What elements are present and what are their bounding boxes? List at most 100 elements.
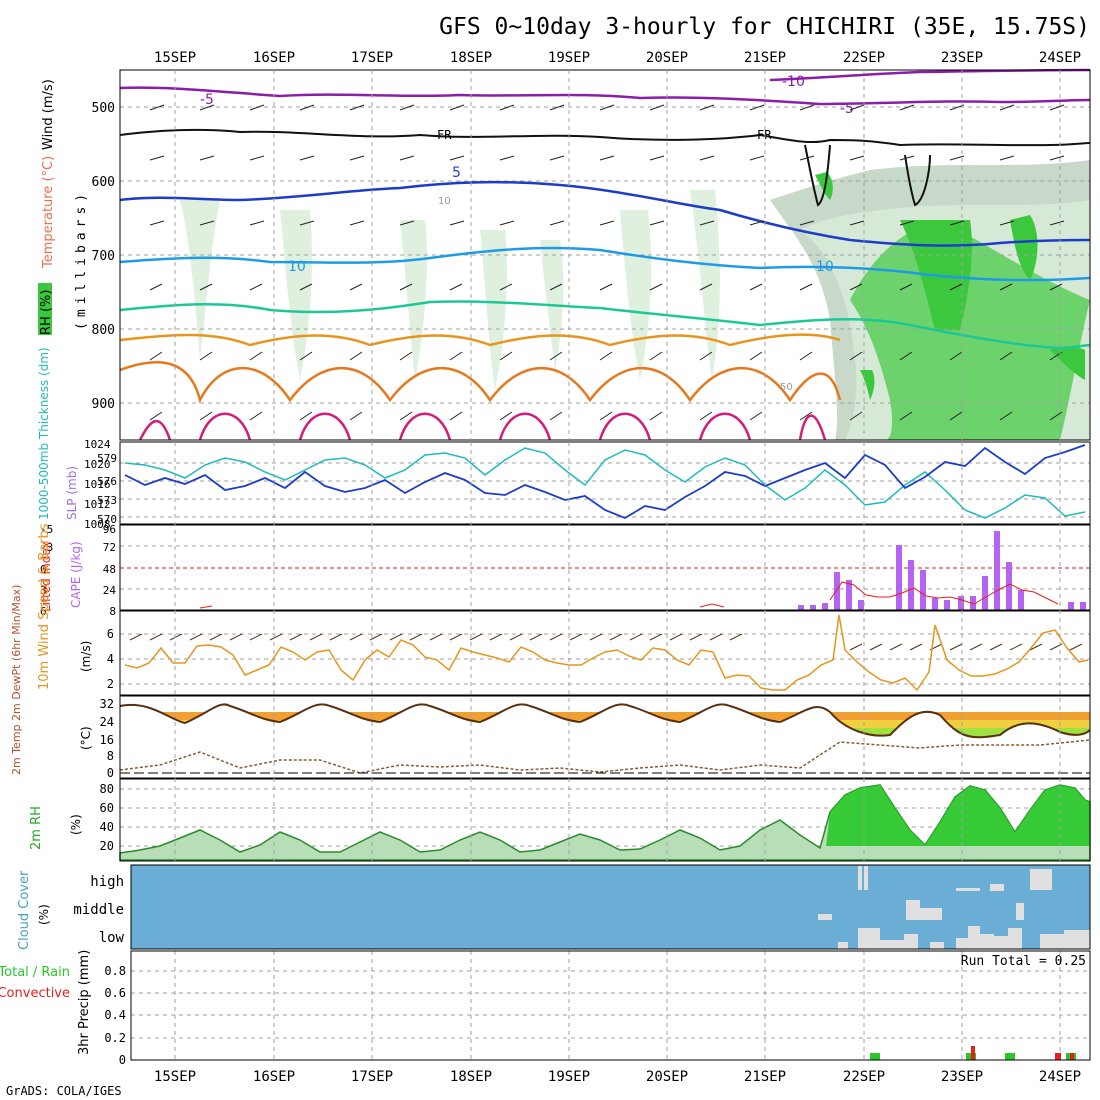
rh2m-unit: (%) [69, 814, 83, 835]
date-label: 18SEP [450, 50, 492, 66]
rh2m-tick: 80 [100, 782, 114, 796]
date-label: 19SEP [548, 1069, 590, 1085]
chart-title: GFS 0~10day 3-hourly for CHICHIRI (35E, … [439, 14, 1090, 40]
precip-tick: 0.2 [104, 1031, 126, 1045]
wind10m-speed-line [124, 614, 1089, 692]
credit-label: GrADS: COLA/IGES [6, 1084, 122, 1098]
pressure-tick: 600 [92, 175, 115, 190]
precip-axis-label: 3hr Precip (mm) [77, 950, 92, 1055]
date-label: 17SEP [351, 1069, 393, 1085]
temp-contour-m5 [119, 86, 1091, 106]
bottom-date-labels: 15SEP 16SEP 17SEP 18SEP 19SEP 20SEP 21SE… [154, 1069, 1081, 1085]
contour-label: -5 [840, 101, 854, 117]
temp2m-unit: (°C) [79, 726, 93, 750]
cape-tick: 72 [103, 541, 116, 554]
slp-tick: 1008 [84, 518, 111, 531]
wind10m-axis-label: 10m Wind Speed & Barbs [37, 523, 52, 690]
contour-label: 10 [438, 196, 451, 207]
pressure-tick: 700 [92, 249, 115, 264]
date-label: 21SEP [744, 1069, 786, 1085]
thickness-tick: 570 [97, 513, 117, 526]
thickness-tick: 579 [97, 452, 117, 465]
slp-panel: 579 576 573 570 1024 1020 1016 1012 1008… [37, 347, 1091, 531]
rh2m-panel: 80 60 40 20 2m RH (%) [29, 778, 1091, 862]
rh2m-high-area [826, 785, 1090, 846]
millibars-axis-label: (millibars) [74, 189, 89, 330]
temp-contour-15 [119, 300, 1091, 350]
cloud-level-label: low [99, 930, 125, 946]
temp-contour-20 [119, 333, 841, 347]
contour-label: -10 [782, 74, 805, 90]
upper-wind-barbs [149, 104, 1065, 421]
rh2m-tick: 40 [100, 820, 114, 834]
pressure-tick: 500 [92, 101, 115, 116]
thickness-tick: 573 [97, 494, 117, 507]
wind10m-panel: 6 4 2 10m Wind Speed & Barbs (m/s) [37, 523, 1091, 696]
date-label: 20SEP [646, 1069, 688, 1085]
temp-contour-fr [119, 128, 1091, 147]
slp-axis-label: SLP (mb) [65, 466, 79, 520]
temp2m-panel: 32 24 16 8 0 2m Temp 2m DewPt (6hr Min/M… [10, 585, 1091, 780]
cloud-fill [818, 866, 1090, 949]
cape-tick: 96 [103, 523, 116, 536]
precip-tick: 0.4 [104, 1008, 126, 1022]
cape-bars [798, 531, 1086, 610]
date-label: 22SEP [843, 50, 885, 66]
lifted-index-axis-label: Lifted Index [39, 541, 53, 612]
rh2m-tick: 60 [100, 801, 114, 815]
upper-air-panel: -10 -5 -5 FR FR 5 10 10 10 50 500 600 70… [38, 68, 1091, 441]
cloud-unit: (%) [37, 904, 51, 925]
lifted-tick: -5 [40, 523, 53, 536]
temp2m-tick: 32 [100, 697, 114, 711]
date-label: 16SEP [253, 50, 295, 66]
date-label: 23SEP [941, 1069, 983, 1085]
temp2m-tick: 8 [107, 749, 114, 763]
temperature-axis-label: Temperature (°C) [41, 156, 56, 269]
rh-legend-swatch [38, 283, 52, 335]
date-label: 21SEP [744, 50, 786, 66]
wind-axis-label: Wind (m/s) [41, 79, 56, 150]
contour-label: 5 [452, 165, 461, 181]
contour-label: 10 [816, 259, 834, 275]
temp-contour-fr2 [804, 144, 831, 207]
temp2m-line [120, 704, 1090, 778]
cape-panel: -5 -3 0 3 6 96 72 48 24 8 CAPE (J/kg) Li… [39, 523, 1091, 618]
cloud-level-label: middle [73, 902, 124, 918]
slp-tick: 1012 [84, 498, 111, 511]
date-label: 24SEP [1039, 50, 1081, 66]
contour-label: FR [437, 128, 452, 142]
date-gridlines [174, 70, 1061, 861]
temp-contour-30 [138, 412, 827, 441]
slp-tick: 1024 [84, 438, 111, 451]
slp-tick: 1020 [84, 458, 111, 471]
lifted-tick: -3 [40, 541, 53, 554]
date-label: 16SEP [253, 1069, 295, 1085]
rh2m-tick: 20 [100, 839, 114, 853]
temp-contour-25 [119, 361, 842, 404]
wind10m-tick: 4 [107, 652, 114, 666]
precip-tick: 0.6 [104, 986, 126, 1000]
slp-line [124, 444, 1086, 520]
pressure-tick: 900 [92, 397, 115, 412]
lifted-index-line [199, 581, 1059, 609]
thickness-tick: 576 [97, 475, 117, 488]
run-total-label: Run Total = 0.25 [961, 954, 1086, 969]
date-label: 15SEP [154, 1069, 196, 1085]
wind10m-tick: 2 [107, 677, 114, 691]
lifted-tick: 3 [40, 584, 47, 597]
thickness-line [124, 447, 1086, 519]
pressure-tick: 800 [92, 323, 115, 338]
cape-tick: 48 [103, 563, 116, 576]
temp2m-tick: 0 [107, 766, 114, 780]
dewpoint-line [119, 739, 1091, 774]
cloud-background [131, 865, 1090, 949]
temp2m-outline [119, 703, 1091, 739]
precip-bars [870, 1046, 1076, 1060]
temp2m-axis-label: 2m Temp 2m DewPt (6hr Min/Max) [10, 585, 23, 775]
wind10m-unit: (m/s) [79, 641, 93, 672]
date-label: 18SEP [450, 1069, 492, 1085]
date-label: 22SEP [843, 1069, 885, 1085]
thickness-axis-label: 1000-500mb Thickness (dm) [37, 347, 51, 520]
date-label: 20SEP [646, 50, 688, 66]
